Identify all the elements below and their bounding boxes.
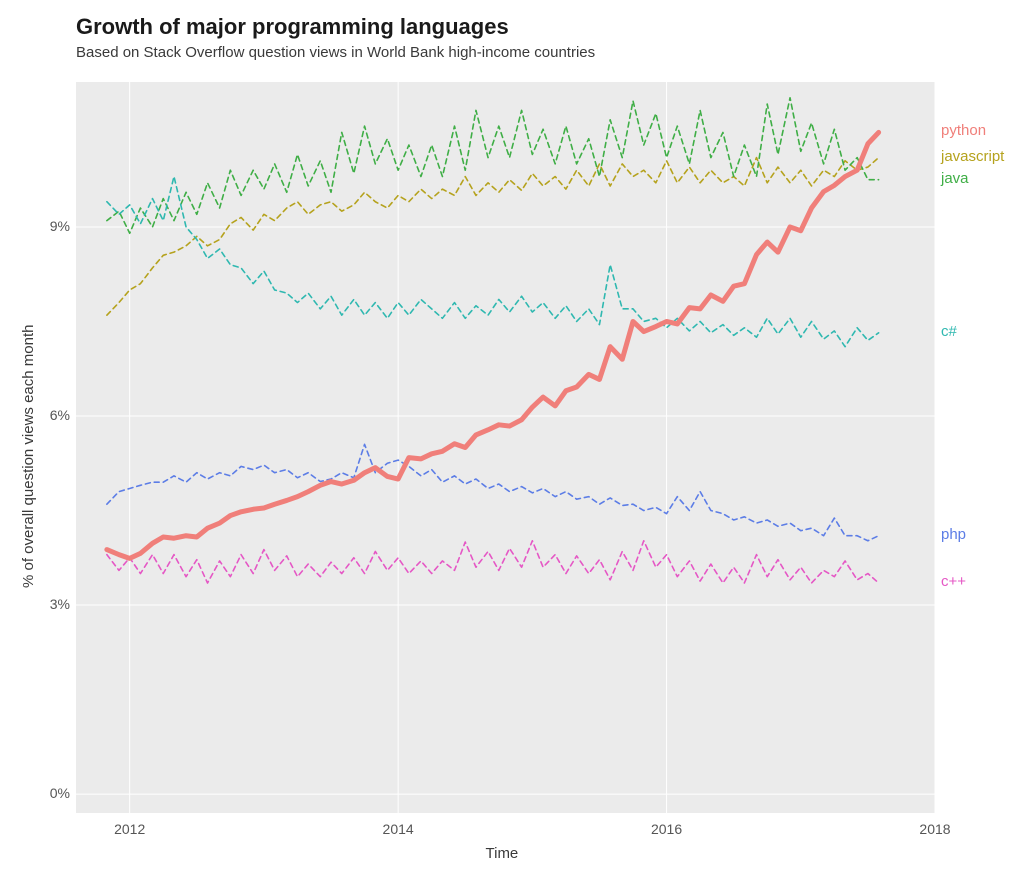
- series-line-javascript: [107, 158, 879, 316]
- x-tick-label: 2016: [647, 821, 687, 837]
- series-line-csharp: [107, 177, 879, 347]
- y-tick-label: 3%: [38, 596, 70, 612]
- series-group: [107, 98, 879, 583]
- y-tick-label: 6%: [38, 407, 70, 423]
- series-label-csharp: c#: [941, 323, 957, 340]
- x-tick-label: 2014: [378, 821, 418, 837]
- series-label-cpp: c++: [941, 573, 966, 590]
- y-axis-label: % of overall question views each month: [20, 324, 37, 587]
- chart-frame: Growth of major programming languages Ba…: [0, 0, 1024, 878]
- grid-group: [76, 82, 935, 813]
- series-label-javascript: javascript: [941, 148, 1004, 165]
- series-line-java: [107, 98, 879, 233]
- x-tick-label: 2012: [110, 821, 150, 837]
- series-label-python: python: [941, 122, 986, 139]
- x-axis-label: Time: [486, 845, 519, 862]
- plot-svg: [76, 82, 935, 813]
- chart-subtitle: Based on Stack Overflow question views i…: [76, 44, 595, 61]
- x-tick-label: 2018: [915, 821, 955, 837]
- chart-title: Growth of major programming languages: [76, 14, 509, 40]
- series-line-php: [107, 444, 879, 540]
- series-label-java: java: [941, 170, 969, 187]
- series-label-php: php: [941, 526, 966, 543]
- series-line-cpp: [107, 541, 879, 583]
- y-tick-label: 9%: [38, 218, 70, 234]
- y-tick-label: 0%: [38, 785, 70, 801]
